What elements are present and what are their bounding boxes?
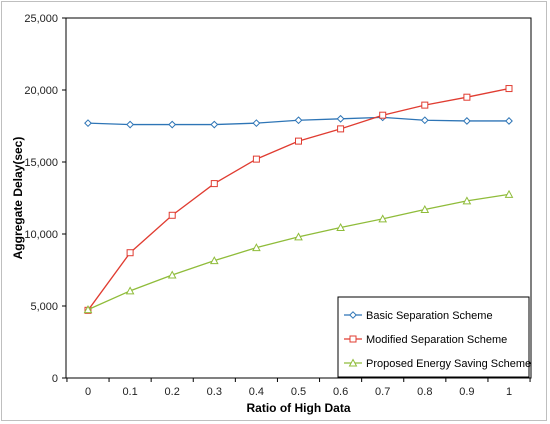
x-tick-label: 0.3: [207, 386, 222, 398]
y-tick-label: 5,000: [30, 301, 58, 313]
x-tick-label: 0.9: [459, 386, 474, 398]
legend-label: Basic Separation Scheme: [366, 310, 493, 322]
data-point: [125, 286, 135, 295]
legend-item: Proposed Energy Saving Scheme: [344, 358, 531, 370]
x-axis-title: Ratio of High Data: [247, 401, 351, 415]
data-point: [379, 111, 387, 119]
data-point: [168, 120, 177, 129]
data-point: [504, 189, 514, 198]
legend-item: Basic Separation Scheme: [344, 310, 493, 322]
data-point: [378, 214, 388, 223]
x-tick-label: 1: [506, 386, 512, 398]
data-point: [126, 249, 134, 257]
data-point: [167, 270, 177, 279]
series-line: [87, 193, 510, 311]
x-axis-ticks: 0 0.1 0.2 0.3 0.4 0.5 0.6 0.7 0.8 0.9 1: [66, 378, 531, 398]
data-point: [294, 116, 303, 125]
data-point: [84, 119, 92, 128]
y-axis-ticks: 0 5,000 10,000 15,000 20,000 25,000: [24, 13, 66, 385]
data-point: [252, 243, 261, 252]
y-tick-label: 10,000: [24, 229, 58, 241]
legend-marker: [349, 335, 357, 343]
x-tick-label: 0.5: [291, 386, 306, 398]
legend: Basic Separation Scheme Modified Separati…: [337, 296, 531, 378]
x-tick-label: 0: [85, 386, 91, 398]
legend-marker: [348, 358, 358, 367]
data-point: [505, 117, 513, 125]
plot-area-border: [65, 17, 532, 379]
y-tick-label: 25,000: [24, 13, 58, 25]
x-tick-label: 0.2: [165, 386, 180, 398]
legend-label: Proposed Energy Saving Scheme: [366, 358, 531, 370]
data-point: [252, 119, 261, 128]
data-point: [462, 117, 471, 125]
x-tick-label: 0.8: [417, 386, 432, 398]
legend-marker: [349, 311, 357, 319]
x-tick-label: 0.6: [333, 386, 348, 398]
data-point: [421, 101, 429, 109]
data-point: [462, 196, 472, 205]
x-tick-label: 0.1: [122, 386, 137, 398]
y-tick-label: 20,000: [24, 85, 58, 97]
data-point: [505, 85, 513, 93]
legend-item: Modified Separation Scheme: [344, 334, 507, 346]
data-point: [210, 180, 218, 188]
y-tick-label: 15,000: [24, 157, 58, 169]
data-point: [337, 125, 345, 133]
series-2: [84, 85, 513, 314]
legend-label: Modified Separation Scheme: [366, 334, 507, 346]
data-point: [294, 232, 303, 241]
axes: [65, 17, 532, 379]
series-3: [83, 189, 514, 314]
data-point: [295, 137, 302, 145]
data-point: [336, 114, 345, 123]
data-point: [83, 305, 93, 314]
series-layer: [83, 85, 514, 314]
data-point: [336, 222, 345, 232]
data-point: [126, 120, 135, 129]
legend-box: [337, 296, 530, 378]
data-point: [252, 155, 260, 163]
y-axis-title: Aggregate Delay(sec): [11, 137, 25, 260]
data-point: [420, 204, 430, 214]
x-tick-label: 0.4: [249, 386, 264, 398]
y-tick-label: 0: [52, 373, 58, 385]
data-point: [209, 256, 219, 265]
x-tick-label: 0.7: [375, 386, 390, 398]
data-point: [463, 93, 471, 101]
data-point: [168, 211, 176, 219]
series-1: [84, 113, 513, 129]
data-point: [210, 120, 219, 129]
data-point: [420, 116, 429, 125]
